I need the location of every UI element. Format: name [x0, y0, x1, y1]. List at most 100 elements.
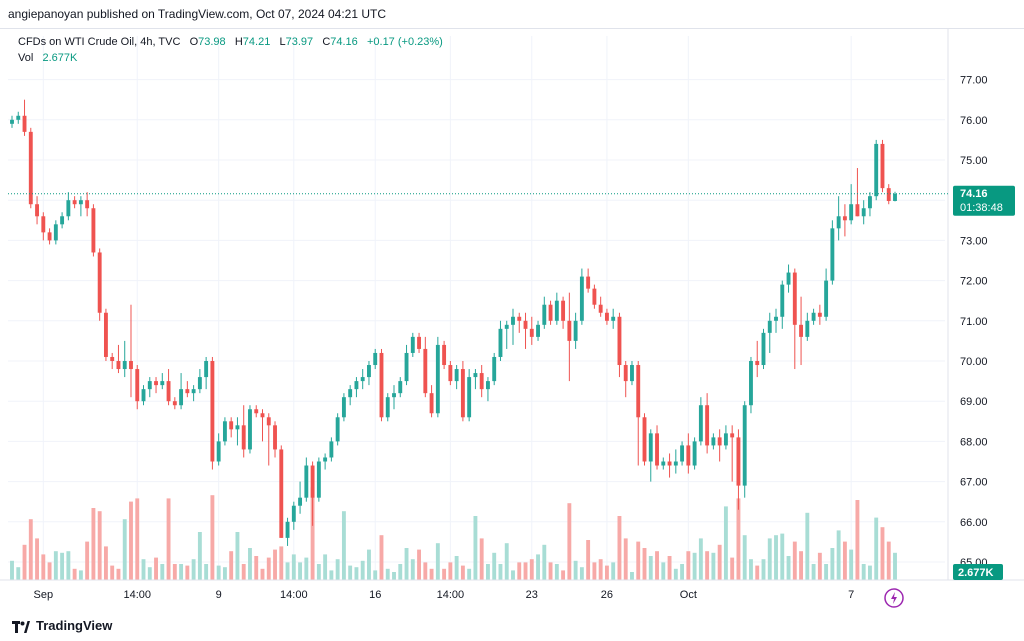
- chart-area[interactable]: 77.0076.0075.0074.0073.0072.0071.0070.00…: [0, 28, 1024, 608]
- volume-bar: [529, 559, 534, 580]
- volume-bar: [680, 564, 685, 580]
- volume-bar: [473, 516, 478, 580]
- candle-body: [886, 188, 891, 202]
- candle-body: [573, 320, 578, 341]
- candle-body: [185, 389, 190, 394]
- brand[interactable]: TradingView: [12, 618, 112, 633]
- y-tick-label: 77.00: [960, 75, 988, 87]
- volume-badge: 2.677K: [953, 564, 1003, 580]
- candle: [548, 300, 553, 325]
- candle-body: [160, 381, 165, 386]
- alert-icon[interactable]: [884, 588, 904, 608]
- y-tick-label: 68.00: [960, 436, 988, 448]
- volume-bar: [786, 556, 791, 580]
- candle: [260, 409, 265, 442]
- volume-bar: [611, 562, 616, 580]
- candle: [886, 184, 891, 205]
- volume-bar: [222, 567, 227, 580]
- candle-body: [460, 369, 465, 418]
- volume-bar: [423, 562, 428, 580]
- volume-bar: [648, 556, 653, 580]
- volume-bar: [103, 546, 108, 580]
- candle: [855, 168, 860, 217]
- candle: [97, 248, 102, 321]
- candle: [705, 393, 710, 454]
- candle: [742, 401, 747, 498]
- candle: [611, 308, 616, 329]
- candle: [103, 308, 108, 361]
- candle-body: [279, 449, 284, 538]
- candle-body: [498, 328, 503, 357]
- candle: [636, 361, 641, 466]
- footer: TradingView: [0, 612, 1024, 641]
- candle-body: [542, 304, 547, 325]
- candle: [630, 361, 634, 386]
- volume-bar: [442, 568, 447, 580]
- candle: [385, 393, 390, 422]
- candle-body: [842, 216, 847, 221]
- candle-body: [774, 316, 778, 321]
- candle: [41, 212, 46, 241]
- volume-bar: [811, 564, 816, 580]
- tradingview-logo-icon: [12, 620, 30, 633]
- candle: [717, 429, 722, 462]
- candle: [154, 377, 158, 394]
- candle: [141, 385, 146, 406]
- candle-body: [122, 361, 127, 370]
- price-axis: 77.0076.0075.0074.0073.0072.0071.0070.00…: [947, 28, 988, 580]
- candle: [241, 405, 246, 458]
- candle: [273, 421, 277, 458]
- candle-body: [817, 312, 822, 317]
- volume-bar: [204, 564, 209, 580]
- candle: [135, 365, 140, 410]
- volume-bar: [698, 538, 703, 580]
- candle: [755, 340, 760, 378]
- candle: [435, 336, 440, 418]
- candle: [448, 361, 453, 386]
- candle-body: [379, 352, 384, 418]
- volume-bar: [755, 565, 760, 580]
- candle-body: [554, 300, 559, 321]
- volume-bar: [448, 562, 453, 580]
- volume-bar: [586, 540, 591, 580]
- volume-bar: [35, 538, 39, 580]
- candle: [542, 296, 547, 329]
- volume-bar: [579, 567, 584, 580]
- candle: [492, 352, 497, 386]
- candle-body: [786, 272, 791, 285]
- candle-body: [78, 200, 83, 205]
- volume-bar: [705, 551, 710, 580]
- candle: [222, 417, 227, 446]
- candle-body: [129, 361, 133, 370]
- candle-body: [204, 361, 209, 378]
- published-header: angiepanoyan published on TradingView.co…: [0, 0, 1024, 29]
- candle-body: [373, 352, 378, 366]
- candle: [592, 284, 597, 309]
- candle-body: [861, 208, 866, 217]
- candlestick-chart[interactable]: 77.0076.0075.0074.0073.0072.0071.0070.00…: [0, 28, 1024, 608]
- x-tick-label: 14:00: [280, 589, 308, 601]
- volume-bar: [41, 554, 46, 580]
- candle: [655, 425, 659, 470]
- candle-body: [147, 381, 152, 390]
- candle: [723, 425, 728, 450]
- candle-body: [636, 365, 641, 418]
- candle-body: [417, 336, 421, 349]
- candle-body: [567, 320, 572, 341]
- volume-bar: [404, 548, 409, 580]
- volume-bar: [360, 560, 365, 580]
- candle-body: [348, 389, 353, 398]
- close-label: C: [322, 36, 331, 48]
- price-badge-value: 74.16: [960, 188, 988, 200]
- volume-bar: [429, 568, 434, 580]
- candle: [197, 369, 202, 394]
- candle-body: [755, 361, 760, 366]
- candle: [373, 348, 378, 370]
- open-value: 73.98: [198, 36, 226, 48]
- candle: [316, 457, 321, 502]
- volume-bar: [91, 508, 96, 580]
- candle-body: [667, 461, 672, 466]
- candle: [604, 308, 609, 325]
- volume-bars: [10, 487, 897, 580]
- volume-bar: [298, 562, 303, 580]
